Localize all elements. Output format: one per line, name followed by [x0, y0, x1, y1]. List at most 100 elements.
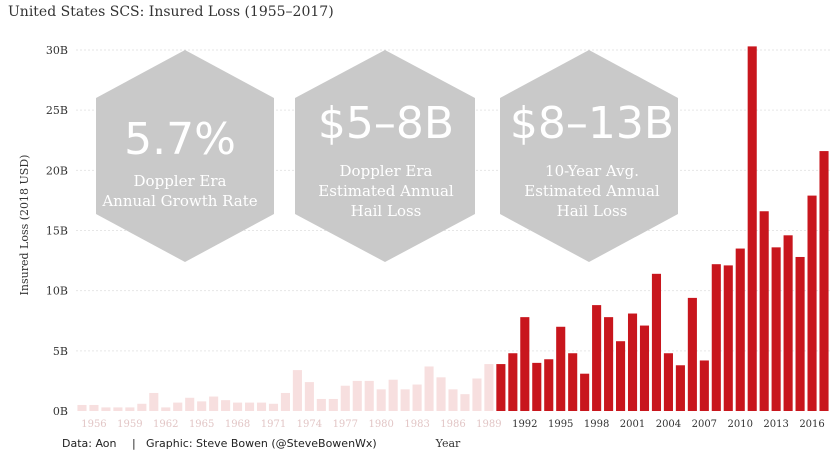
callout-line-3: Hail Loss: [351, 202, 422, 220]
x-tick-label: 2010: [728, 419, 753, 430]
bar-1978: [352, 380, 362, 411]
bar-1990: [496, 364, 506, 411]
y-tick-label: 0B: [53, 405, 68, 418]
bar-2011: [747, 46, 757, 411]
hexagon-callout-1: 5.7% Doppler Era Annual Growth Rate: [96, 50, 274, 262]
x-tick-label: 1971: [261, 419, 286, 430]
x-axis-ticks: 1956 1959 1962 1965 1968 1971 1974 1977 1980 1983…: [81, 419, 825, 430]
hexagon-shape: [295, 50, 475, 262]
bar-1999: [604, 317, 614, 411]
data-source: Data: Aon: [62, 437, 117, 450]
y-tick-label: 15B: [46, 225, 68, 238]
x-tick-label: 1995: [548, 419, 573, 430]
bar-2015: [795, 256, 805, 411]
bar-1998: [592, 305, 602, 411]
bar-1968: [233, 402, 243, 411]
bar-2017: [819, 151, 829, 411]
x-tick-label: 2004: [656, 419, 681, 430]
bar-1961: [149, 392, 159, 411]
bar-1983: [412, 384, 422, 411]
bar-1960: [137, 403, 147, 411]
hexagon-shape: [500, 50, 678, 262]
y-tick-label: 25B: [46, 104, 68, 117]
bar-1992: [520, 317, 530, 411]
bar-1977: [340, 385, 350, 411]
bar-1963: [173, 402, 183, 411]
x-tick-label: 1956: [81, 419, 106, 430]
bar-2008: [711, 264, 721, 411]
x-tick-label: 1983: [404, 419, 429, 430]
bar-2014: [783, 235, 793, 411]
footer: Data: Aon | Graphic: Steve Bowen (@Steve…: [62, 437, 377, 450]
callout-line-2: Estimated Annual: [524, 182, 660, 200]
bar-1987: [460, 394, 470, 411]
bar-1972: [280, 392, 290, 411]
bar-1965: [197, 401, 207, 411]
bar-1979: [364, 380, 374, 411]
x-tick-label: 1980: [368, 419, 393, 430]
bar-2001: [627, 313, 638, 411]
x-axis-label: Year: [435, 437, 461, 450]
x-tick-label: 1986: [440, 419, 465, 430]
bar-1985: [436, 377, 446, 411]
hexagon-shape: [96, 50, 274, 262]
graphic-credit: Graphic: Steve Bowen (@SteveBowenWx): [146, 437, 377, 450]
bar-1958: [113, 407, 123, 411]
x-tick-label: 1992: [512, 419, 537, 430]
x-tick-label: 1965: [189, 419, 214, 430]
x-tick-label: 2016: [799, 419, 824, 430]
chart-title: United States SCS: Insured Loss (1955–20…: [8, 4, 334, 20]
hexagon-callout-2: $5–8B Doppler Era Estimated Annual Hail …: [295, 50, 475, 262]
callout-line-3: Hail Loss: [557, 202, 628, 220]
bar-1995: [556, 326, 566, 411]
bar-1973: [292, 370, 302, 411]
bar-1976: [328, 398, 338, 411]
x-tick-label: 1977: [333, 419, 358, 430]
y-tick-label: 5B: [53, 345, 68, 358]
bar-2002: [639, 325, 650, 411]
bar-1988: [472, 378, 482, 411]
bar-1980: [376, 389, 386, 411]
bar-1993: [532, 362, 542, 411]
x-tick-label: 2001: [620, 419, 645, 430]
bar-1974: [304, 382, 314, 411]
bar-1962: [161, 407, 171, 411]
bar-2009: [723, 265, 733, 411]
x-tick-label: 1989: [476, 419, 501, 430]
x-tick-label: 2013: [763, 419, 788, 430]
bar-2016: [807, 195, 817, 411]
callout-line-2: Estimated Annual: [318, 182, 454, 200]
bar-2010: [735, 248, 745, 411]
bar-2007: [699, 360, 709, 411]
bar-2006: [687, 297, 697, 411]
callout-value: $8–13B: [510, 98, 674, 149]
bar-1989: [484, 364, 494, 411]
bar-1986: [448, 389, 458, 411]
bar-2005: [675, 365, 685, 411]
callout-value: $5–8B: [318, 98, 454, 149]
footer-separator: |: [132, 437, 136, 450]
bar-2013: [771, 247, 781, 411]
bar-2000: [616, 341, 626, 411]
bar-2012: [759, 211, 769, 411]
bar-1997: [580, 373, 590, 411]
y-axis-label: Insured Loss (2018 USD): [18, 155, 31, 296]
bar-1967: [221, 400, 231, 411]
y-tick-label: 20B: [46, 164, 68, 177]
bar-series: [77, 46, 829, 411]
bar-1982: [400, 389, 410, 411]
bar-1984: [424, 366, 434, 411]
callout-line-1: 10-Year Avg.: [545, 162, 639, 180]
y-axis-ticks: 0B 5B 10B 15B 20B 25B 30B: [46, 44, 68, 418]
bar-1969: [244, 402, 255, 411]
x-tick-label: 1962: [153, 419, 178, 430]
bar-1970: [256, 402, 267, 411]
x-tick-label: 1959: [117, 419, 142, 430]
x-tick-label: 1974: [297, 419, 322, 430]
callout-line-1: Doppler Era: [134, 172, 227, 190]
bar-1956: [89, 404, 99, 411]
bar-1994: [544, 359, 554, 411]
y-tick-label: 10B: [46, 285, 68, 298]
x-tick-label: 2007: [692, 419, 717, 430]
